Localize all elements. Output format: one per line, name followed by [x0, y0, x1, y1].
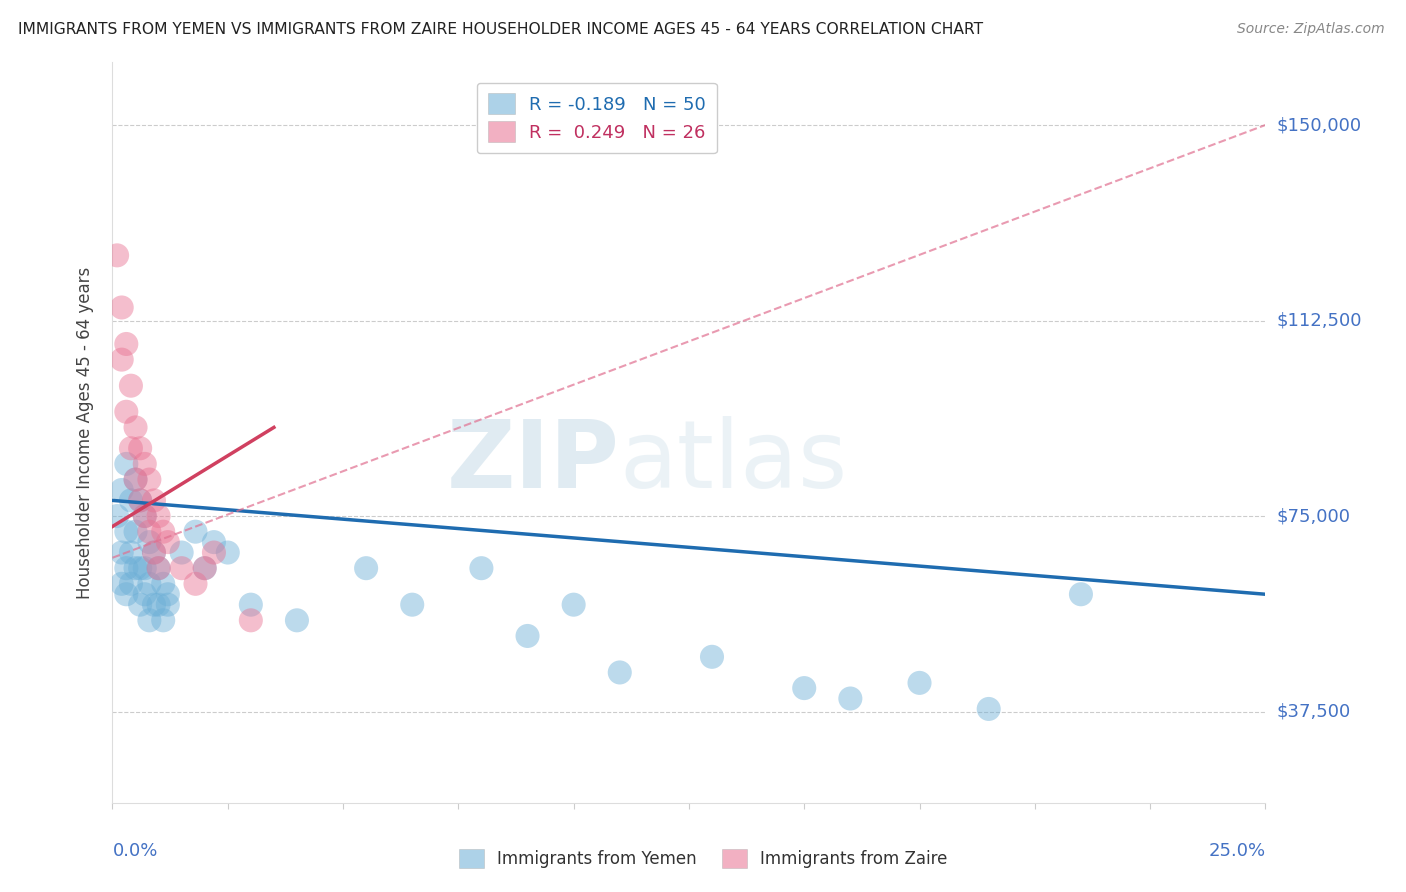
Point — [111, 301, 134, 315]
Point — [134, 561, 156, 575]
Point — [609, 665, 631, 680]
Point — [124, 524, 146, 539]
Point — [129, 493, 152, 508]
Point — [516, 629, 538, 643]
Point — [138, 535, 160, 549]
Point — [184, 577, 207, 591]
Point — [138, 524, 160, 539]
Text: atlas: atlas — [620, 417, 848, 508]
Point — [138, 577, 160, 591]
Point — [202, 535, 225, 549]
Point — [354, 561, 377, 575]
Y-axis label: Householder Income Ages 45 - 64 years: Householder Income Ages 45 - 64 years — [76, 267, 94, 599]
Point — [134, 457, 156, 471]
Point — [115, 587, 138, 601]
Point — [184, 524, 207, 539]
Point — [401, 598, 423, 612]
Point — [170, 561, 193, 575]
Point — [152, 524, 174, 539]
Point — [839, 691, 862, 706]
Point — [470, 561, 492, 575]
Point — [793, 681, 815, 695]
Point — [124, 561, 146, 575]
Point — [194, 561, 217, 575]
Point — [111, 577, 134, 591]
Point — [194, 561, 217, 575]
Point — [120, 545, 142, 559]
Point — [143, 545, 166, 559]
Point — [152, 613, 174, 627]
Point — [285, 613, 308, 627]
Point — [148, 561, 170, 575]
Point — [202, 545, 225, 559]
Point — [115, 524, 138, 539]
Point — [700, 649, 723, 664]
Point — [908, 676, 931, 690]
Point — [120, 577, 142, 591]
Point — [115, 457, 138, 471]
Point — [129, 598, 152, 612]
Point — [134, 509, 156, 524]
Point — [124, 420, 146, 434]
Point — [148, 509, 170, 524]
Point — [115, 405, 138, 419]
Point — [156, 587, 179, 601]
Text: ZIP: ZIP — [447, 417, 620, 508]
Point — [1070, 587, 1092, 601]
Point — [148, 561, 170, 575]
Point — [129, 561, 152, 575]
Point — [111, 483, 134, 497]
Text: 25.0%: 25.0% — [1208, 842, 1265, 860]
Text: $75,000: $75,000 — [1277, 507, 1351, 525]
Point — [138, 473, 160, 487]
Legend: Immigrants from Yemen, Immigrants from Zaire: Immigrants from Yemen, Immigrants from Z… — [451, 842, 955, 875]
Point — [134, 587, 156, 601]
Point — [124, 473, 146, 487]
Point — [138, 613, 160, 627]
Legend: R = -0.189   N = 50, R =  0.249   N = 26: R = -0.189 N = 50, R = 0.249 N = 26 — [477, 83, 717, 153]
Text: 0.0%: 0.0% — [112, 842, 157, 860]
Point — [239, 598, 262, 612]
Point — [143, 598, 166, 612]
Point — [977, 702, 1000, 716]
Point — [156, 598, 179, 612]
Point — [120, 442, 142, 456]
Point — [562, 598, 585, 612]
Text: $150,000: $150,000 — [1277, 116, 1361, 134]
Point — [105, 509, 128, 524]
Point — [239, 613, 262, 627]
Point — [111, 352, 134, 367]
Point — [143, 493, 166, 508]
Point — [120, 378, 142, 392]
Point — [120, 493, 142, 508]
Text: $112,500: $112,500 — [1277, 311, 1362, 329]
Text: $37,500: $37,500 — [1277, 703, 1351, 721]
Text: Source: ZipAtlas.com: Source: ZipAtlas.com — [1237, 22, 1385, 37]
Point — [129, 442, 152, 456]
Point — [152, 577, 174, 591]
Point — [111, 545, 134, 559]
Point — [156, 535, 179, 549]
Point — [129, 493, 152, 508]
Point — [124, 473, 146, 487]
Point — [105, 248, 128, 262]
Point — [115, 337, 138, 351]
Point — [134, 509, 156, 524]
Point — [217, 545, 239, 559]
Point — [170, 545, 193, 559]
Text: IMMIGRANTS FROM YEMEN VS IMMIGRANTS FROM ZAIRE HOUSEHOLDER INCOME AGES 45 - 64 Y: IMMIGRANTS FROM YEMEN VS IMMIGRANTS FROM… — [18, 22, 983, 37]
Point — [115, 561, 138, 575]
Point — [143, 545, 166, 559]
Point — [148, 598, 170, 612]
